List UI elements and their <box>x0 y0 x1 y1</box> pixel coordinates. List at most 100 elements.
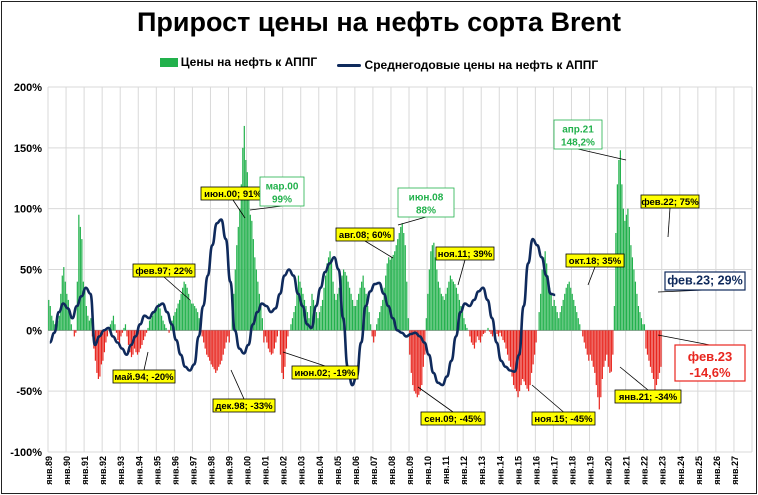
callout-box <box>531 411 596 426</box>
bar <box>631 257 634 331</box>
bar <box>195 308 197 331</box>
bar <box>579 324 581 331</box>
bar <box>176 308 178 331</box>
bar <box>404 245 406 331</box>
bar <box>197 312 199 331</box>
bar <box>555 306 557 331</box>
bar <box>612 330 614 355</box>
bar <box>452 281 455 331</box>
callout-text: июн.02; -19% <box>295 368 356 379</box>
bar <box>481 330 483 337</box>
bar <box>484 330 486 333</box>
line-series <box>49 218 556 387</box>
bar <box>124 324 127 331</box>
bar <box>376 324 378 331</box>
bar <box>352 299 354 331</box>
legend-line-label: Среднегодовые цены на нефть к АППГ <box>364 58 599 72</box>
bar <box>126 330 128 337</box>
bar <box>445 293 447 331</box>
y-tick-label: 150% <box>14 143 42 155</box>
bar <box>309 306 312 331</box>
bar <box>628 226 631 331</box>
bar <box>383 287 385 331</box>
callout-box <box>132 263 196 278</box>
bar <box>553 299 555 331</box>
annotation-callout: апр.21 148,2% <box>553 119 627 161</box>
y-tick-label: 50% <box>20 265 42 277</box>
bar <box>523 330 525 382</box>
bar <box>243 125 245 331</box>
bar <box>332 281 334 331</box>
bar <box>85 306 87 331</box>
callout-text: май.94; -20% <box>114 372 174 383</box>
callout-leader <box>657 334 711 346</box>
x-tick-label: янв.18 <box>567 456 577 485</box>
bar <box>499 330 501 333</box>
bar <box>221 330 223 361</box>
bar <box>586 330 588 355</box>
bar <box>368 312 370 331</box>
annotation-callout: фев.97; 22% <box>132 263 196 301</box>
bar <box>413 330 415 392</box>
bar <box>350 293 352 331</box>
bar <box>436 269 438 331</box>
bar <box>191 303 193 331</box>
bar <box>598 330 600 410</box>
callout-box <box>565 253 625 268</box>
bar <box>112 315 115 331</box>
legend-bar-swatch <box>159 57 178 67</box>
bar <box>410 330 412 373</box>
bar <box>419 330 421 392</box>
callout-text: июн.00; 91% <box>204 189 262 200</box>
bar <box>491 330 494 337</box>
x-tick-label: янв.24 <box>676 456 686 485</box>
bar <box>239 208 241 331</box>
bar <box>180 293 182 331</box>
bar <box>291 318 294 331</box>
bar <box>597 330 599 398</box>
x-tick-label: янв.26 <box>712 456 722 485</box>
bar <box>640 318 643 331</box>
bar <box>568 281 570 331</box>
bar <box>282 330 285 379</box>
bar <box>279 330 282 355</box>
bar <box>123 327 125 331</box>
bar <box>627 208 629 331</box>
bar <box>179 299 181 331</box>
callout-box <box>640 194 700 209</box>
x-tick-label: янв.12 <box>459 456 469 485</box>
bar <box>165 327 167 331</box>
bar <box>213 330 215 370</box>
x-tick-label: янв.01 <box>261 456 271 485</box>
bar <box>371 330 373 337</box>
callout-box <box>397 187 455 218</box>
bar <box>228 330 230 343</box>
x-tick-label: янв.13 <box>477 456 487 485</box>
bar <box>321 299 324 331</box>
bar <box>173 315 175 331</box>
callout-leader <box>587 266 596 286</box>
bar <box>562 299 564 331</box>
bar <box>534 330 536 355</box>
bar <box>129 330 131 353</box>
x-tick-label: янв.89 <box>44 456 54 485</box>
bar <box>349 287 351 331</box>
x-tick-label: янв.03 <box>297 456 307 485</box>
bar <box>88 320 90 331</box>
annotation-callout: июн.02; -19% <box>282 351 359 380</box>
bar <box>573 299 575 331</box>
bar <box>443 299 445 331</box>
bar <box>263 330 265 343</box>
bar <box>451 279 453 331</box>
bar <box>323 287 325 331</box>
bar <box>549 287 551 331</box>
bar <box>479 330 482 343</box>
bar <box>311 293 313 331</box>
bar <box>318 312 321 331</box>
bar <box>225 330 227 343</box>
x-tick-label: янв.09 <box>405 456 415 485</box>
callout-box <box>614 389 682 404</box>
bar <box>362 275 364 331</box>
bar <box>503 330 506 343</box>
bar <box>588 330 590 361</box>
